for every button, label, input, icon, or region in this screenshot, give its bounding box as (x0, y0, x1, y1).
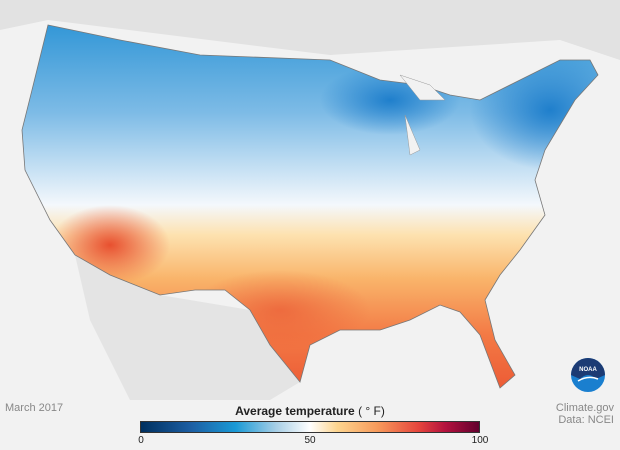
legend-tick-min: 0 (138, 435, 144, 446)
legend-color-bar (140, 421, 480, 433)
legend-title-text: Average temperature (235, 404, 355, 418)
mexico-land (75, 255, 300, 400)
map-date: March 2017 (5, 402, 64, 414)
temperature-map (0, 0, 620, 400)
legend-title: Average temperature ( ° F) (140, 404, 480, 418)
great-lakes (399, 74, 446, 156)
legend-tick-mid: 50 (304, 435, 316, 446)
svg-text:NOAA: NOAA (579, 367, 597, 373)
canada-land (0, 0, 620, 60)
credit: Climate.gov Data: NCEI (556, 402, 614, 426)
credit-data: Data: NCEI (558, 414, 614, 426)
noaa-logo: NOAA (571, 358, 605, 392)
legend-tick-max: 100 (471, 435, 489, 446)
legend-unit: ( ° F) (358, 404, 385, 418)
credit-source: Climate.gov (555, 402, 614, 414)
